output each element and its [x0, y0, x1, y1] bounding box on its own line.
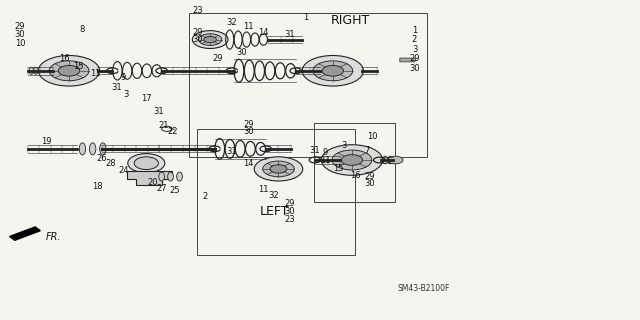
Text: 3: 3 — [412, 44, 417, 54]
Text: 29: 29 — [15, 22, 25, 31]
Circle shape — [204, 36, 216, 43]
Ellipse shape — [177, 172, 182, 181]
Polygon shape — [400, 58, 416, 62]
Text: 30: 30 — [192, 35, 203, 44]
Text: 19: 19 — [42, 137, 52, 146]
Text: 29: 29 — [243, 120, 253, 129]
Text: RIGHT: RIGHT — [331, 14, 371, 27]
Text: 2: 2 — [202, 192, 207, 201]
Text: 1: 1 — [412, 26, 417, 35]
Text: 18: 18 — [92, 182, 103, 191]
Ellipse shape — [168, 172, 173, 181]
Text: 31: 31 — [310, 146, 320, 155]
Text: 9: 9 — [121, 73, 126, 82]
Polygon shape — [127, 171, 172, 185]
Text: 31: 31 — [284, 30, 294, 39]
Circle shape — [322, 65, 344, 76]
Circle shape — [49, 61, 89, 81]
Ellipse shape — [100, 143, 106, 155]
Ellipse shape — [128, 154, 165, 173]
Text: 30: 30 — [284, 207, 294, 216]
Ellipse shape — [159, 172, 164, 181]
Ellipse shape — [383, 156, 388, 164]
Circle shape — [313, 61, 353, 81]
Text: 9: 9 — [323, 148, 328, 157]
Circle shape — [192, 31, 228, 49]
Text: 26: 26 — [96, 154, 107, 163]
Text: 2: 2 — [412, 35, 417, 44]
Text: 24: 24 — [118, 166, 129, 175]
Circle shape — [58, 65, 80, 76]
Ellipse shape — [134, 157, 159, 170]
Text: 11: 11 — [243, 22, 253, 31]
Text: 30: 30 — [15, 30, 25, 39]
Text: 3: 3 — [342, 141, 347, 150]
Circle shape — [38, 55, 100, 86]
Ellipse shape — [388, 156, 393, 164]
Text: 15: 15 — [74, 61, 84, 70]
Text: 25: 25 — [169, 186, 180, 195]
Circle shape — [198, 34, 222, 45]
Ellipse shape — [33, 67, 38, 74]
Text: 30: 30 — [243, 127, 254, 136]
Circle shape — [302, 55, 364, 86]
Text: 32: 32 — [227, 19, 237, 28]
Text: 29: 29 — [284, 199, 294, 208]
Text: 20: 20 — [147, 179, 158, 188]
Text: 31: 31 — [154, 107, 164, 116]
Text: 28: 28 — [105, 159, 116, 168]
Text: 30: 30 — [365, 180, 375, 188]
Text: 29: 29 — [409, 54, 420, 63]
Text: 31: 31 — [111, 83, 122, 92]
Text: 27: 27 — [156, 184, 167, 193]
Text: 15: 15 — [333, 164, 343, 173]
Text: 29: 29 — [212, 54, 223, 63]
Text: 8: 8 — [80, 25, 85, 34]
Ellipse shape — [90, 143, 96, 155]
Text: 32: 32 — [269, 191, 279, 200]
Text: 1: 1 — [303, 13, 308, 22]
Text: LEFT: LEFT — [259, 205, 289, 218]
Text: FR.: FR. — [45, 232, 61, 242]
Text: 14: 14 — [259, 28, 269, 37]
Text: 16: 16 — [350, 171, 360, 180]
Text: 14: 14 — [243, 159, 253, 168]
Text: 29: 29 — [192, 28, 203, 37]
Text: 30: 30 — [409, 64, 420, 73]
Text: SM43-B2100F: SM43-B2100F — [398, 284, 451, 292]
Circle shape — [341, 155, 363, 165]
Text: 3: 3 — [123, 90, 129, 99]
Text: 30: 30 — [237, 48, 248, 57]
Text: 10: 10 — [367, 132, 378, 140]
Text: 21: 21 — [158, 121, 169, 130]
Text: 31: 31 — [227, 147, 237, 156]
Text: 29: 29 — [365, 172, 375, 181]
Ellipse shape — [29, 67, 33, 74]
Text: 7: 7 — [365, 146, 370, 155]
Polygon shape — [10, 227, 40, 240]
Circle shape — [254, 157, 303, 181]
Text: 23: 23 — [284, 215, 294, 224]
Text: 22: 22 — [168, 127, 179, 136]
Circle shape — [332, 150, 372, 170]
Text: 10: 10 — [15, 39, 25, 48]
Text: 17: 17 — [141, 94, 152, 103]
Text: 16: 16 — [60, 53, 70, 62]
Circle shape — [262, 161, 294, 177]
Circle shape — [270, 165, 287, 173]
Text: 11: 11 — [259, 185, 269, 194]
Circle shape — [388, 156, 403, 164]
Ellipse shape — [79, 143, 86, 155]
Circle shape — [321, 145, 383, 175]
Text: 23: 23 — [192, 6, 203, 15]
Text: 11: 11 — [90, 69, 100, 78]
Text: 11: 11 — [320, 156, 330, 165]
